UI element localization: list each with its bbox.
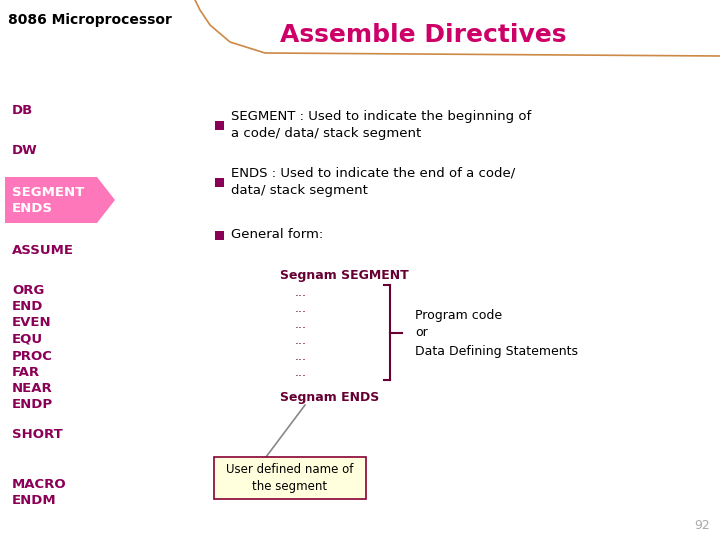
Text: SHORT: SHORT xyxy=(12,429,63,442)
Text: Segnam SEGMENT: Segnam SEGMENT xyxy=(280,268,409,281)
Text: SEGMENT : Used to indicate the beginning of
a code/ data/ stack segment: SEGMENT : Used to indicate the beginning… xyxy=(231,110,531,140)
Text: ...: ... xyxy=(295,287,307,300)
Text: ENDS : Used to indicate the end of a code/
data/ stack segment: ENDS : Used to indicate the end of a cod… xyxy=(231,167,516,197)
Text: User defined name of
the segment: User defined name of the segment xyxy=(226,463,354,493)
Text: ...: ... xyxy=(295,319,307,332)
FancyBboxPatch shape xyxy=(214,457,366,499)
Text: ...: ... xyxy=(295,334,307,348)
Text: 92: 92 xyxy=(694,519,710,532)
Text: ...: ... xyxy=(295,350,307,363)
Text: SEGMENT
ENDS: SEGMENT ENDS xyxy=(12,186,84,214)
Bar xyxy=(215,231,224,240)
Bar xyxy=(215,121,224,130)
Polygon shape xyxy=(5,177,115,223)
Text: PROC
FAR
NEAR
ENDP: PROC FAR NEAR ENDP xyxy=(12,349,53,410)
Text: ...: ... xyxy=(295,302,307,315)
Text: General form:: General form: xyxy=(231,228,323,241)
Text: 8086 Microprocessor: 8086 Microprocessor xyxy=(8,13,172,27)
Text: DB: DB xyxy=(12,104,33,117)
Text: ORG
END
EVEN
EQU: ORG END EVEN EQU xyxy=(12,285,52,346)
Text: ASSUME: ASSUME xyxy=(12,244,74,256)
Text: Assemble Directives: Assemble Directives xyxy=(280,23,567,47)
Text: Segnam ENDS: Segnam ENDS xyxy=(280,390,379,403)
Text: ...: ... xyxy=(295,367,307,380)
Bar xyxy=(215,178,224,187)
Text: MACRO
ENDM: MACRO ENDM xyxy=(12,477,67,507)
Text: Program code
or
Data Defining Statements: Program code or Data Defining Statements xyxy=(415,308,578,357)
Text: DW: DW xyxy=(12,144,37,157)
